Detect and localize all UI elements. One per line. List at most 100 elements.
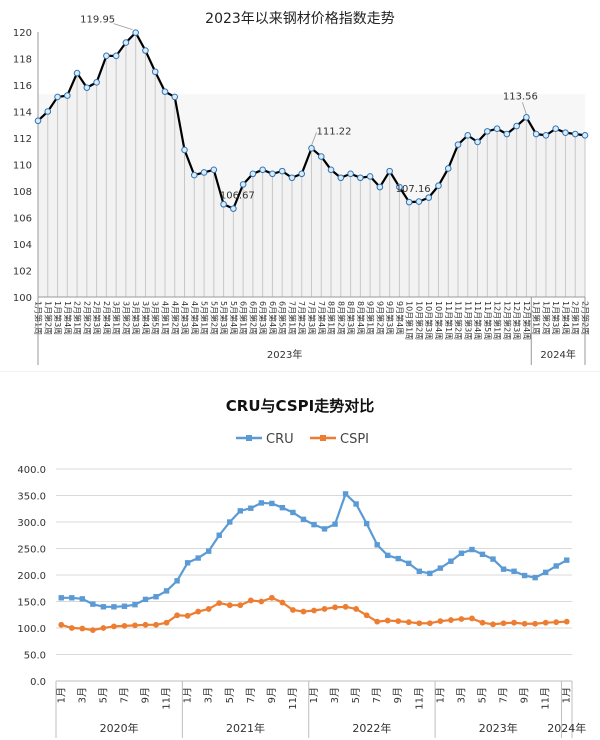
data-point xyxy=(500,620,507,627)
data-point xyxy=(163,619,170,626)
x-tick-label: 4月第1周 xyxy=(160,301,170,335)
x-tick-label: 1月 xyxy=(561,687,573,703)
data-point xyxy=(111,604,117,610)
data-point xyxy=(513,122,520,130)
data-point xyxy=(406,560,412,567)
x-tick-label: 3月第2周 xyxy=(121,301,131,335)
data-point xyxy=(479,551,486,558)
data-point xyxy=(111,623,117,630)
x-tick-label: 8月第2周 xyxy=(336,301,346,335)
data-point xyxy=(415,198,423,205)
x-tick-label: 5月 xyxy=(97,687,109,703)
x-tick-label: 1月第3周 xyxy=(551,301,561,335)
x-tick-label: 10月第3周 xyxy=(424,301,434,340)
x-tick-label: 5月第1周 xyxy=(200,301,210,335)
data-point xyxy=(490,621,496,628)
data-point xyxy=(79,625,86,632)
data-point xyxy=(269,170,276,178)
data-point xyxy=(300,516,307,523)
data-point xyxy=(184,612,191,619)
data-point xyxy=(259,166,266,174)
data-point xyxy=(279,599,286,606)
data-point xyxy=(321,526,328,532)
data-point xyxy=(564,557,570,563)
data-point xyxy=(247,597,254,604)
x-tick-label: 11月第4周 xyxy=(473,301,483,340)
data-point xyxy=(542,619,549,626)
data-label: 113.56 xyxy=(503,91,538,102)
data-point xyxy=(490,556,496,562)
data-point xyxy=(68,625,75,631)
data-point xyxy=(353,606,360,612)
y-tick-label: 200.0 xyxy=(17,571,46,582)
x-tick-label: 9月第3周 xyxy=(385,301,395,335)
data-point xyxy=(437,618,444,625)
data-point xyxy=(454,141,462,148)
data-point xyxy=(132,601,138,608)
data-point xyxy=(239,181,247,188)
data-point xyxy=(248,505,254,511)
data-point xyxy=(332,521,338,527)
y-tick-label: 106 xyxy=(13,214,32,225)
data-point xyxy=(142,621,149,628)
x-tick-label: 1月第4周 xyxy=(561,301,571,335)
data-point xyxy=(290,509,296,516)
group-label: 2024年 xyxy=(547,721,586,735)
group-label: 2024年 xyxy=(540,348,575,361)
x-tick-label: 7月第2周 xyxy=(297,301,307,335)
data-point xyxy=(278,167,286,175)
data-point xyxy=(384,617,391,624)
data-point xyxy=(342,603,349,610)
x-tick-label: 11月 xyxy=(540,687,552,710)
data-point xyxy=(132,29,139,36)
data-point xyxy=(444,165,452,172)
x-tick-label: 6月第1周 xyxy=(239,301,249,335)
data-point xyxy=(142,47,149,54)
x-tick-label: 9月第2周 xyxy=(375,301,385,335)
y-tick-label: 100.0 xyxy=(17,624,46,635)
x-tick-label: 5月第2周 xyxy=(209,301,219,335)
annotation-leader xyxy=(311,132,317,146)
x-tick-label: 4月第4周 xyxy=(190,301,200,335)
x-tick-label: 9月第4周 xyxy=(395,301,405,335)
y-tick-label: 0.0 xyxy=(30,677,46,688)
data-point xyxy=(161,88,169,95)
x-tick-label: 1月第2周 xyxy=(43,301,53,335)
data-point xyxy=(448,558,454,564)
data-point xyxy=(311,607,317,614)
x-tick-label: 1月第2周 xyxy=(541,301,551,335)
data-point xyxy=(122,39,130,46)
data-point xyxy=(376,183,384,191)
data-point xyxy=(469,615,475,622)
y-tick-label: 114 xyxy=(13,108,32,119)
x-tick-label: 5月 xyxy=(476,687,488,703)
x-tick-label: 10月第4周 xyxy=(434,301,444,340)
data-point xyxy=(237,602,244,609)
data-point xyxy=(464,132,472,139)
data-point xyxy=(363,520,370,527)
data-point xyxy=(493,125,501,133)
data-point xyxy=(553,619,560,626)
data-point xyxy=(405,619,412,626)
x-tick-label: 4月第2周 xyxy=(170,301,180,335)
data-point xyxy=(311,521,317,528)
data-point xyxy=(258,598,265,605)
data-point xyxy=(290,607,296,613)
data-point xyxy=(571,130,579,138)
x-tick-label: 12月第4周 xyxy=(522,301,532,340)
y-tick-label: 150.0 xyxy=(17,598,46,609)
x-tick-label: 8月第3周 xyxy=(346,301,356,335)
x-tick-label: 3月 xyxy=(455,687,467,703)
data-label: 106.67 xyxy=(220,191,255,202)
data-point xyxy=(385,552,391,559)
data-point xyxy=(416,620,423,627)
data-point xyxy=(511,568,517,574)
data-point xyxy=(395,618,402,625)
data-point xyxy=(258,500,265,506)
data-point xyxy=(100,604,107,610)
x-tick-label: 6月第5周 xyxy=(278,301,288,335)
data-point xyxy=(337,174,345,182)
data-point xyxy=(279,504,286,511)
y-tick-label: 112 xyxy=(13,134,32,145)
y-tick-label: 50.0 xyxy=(24,651,46,662)
